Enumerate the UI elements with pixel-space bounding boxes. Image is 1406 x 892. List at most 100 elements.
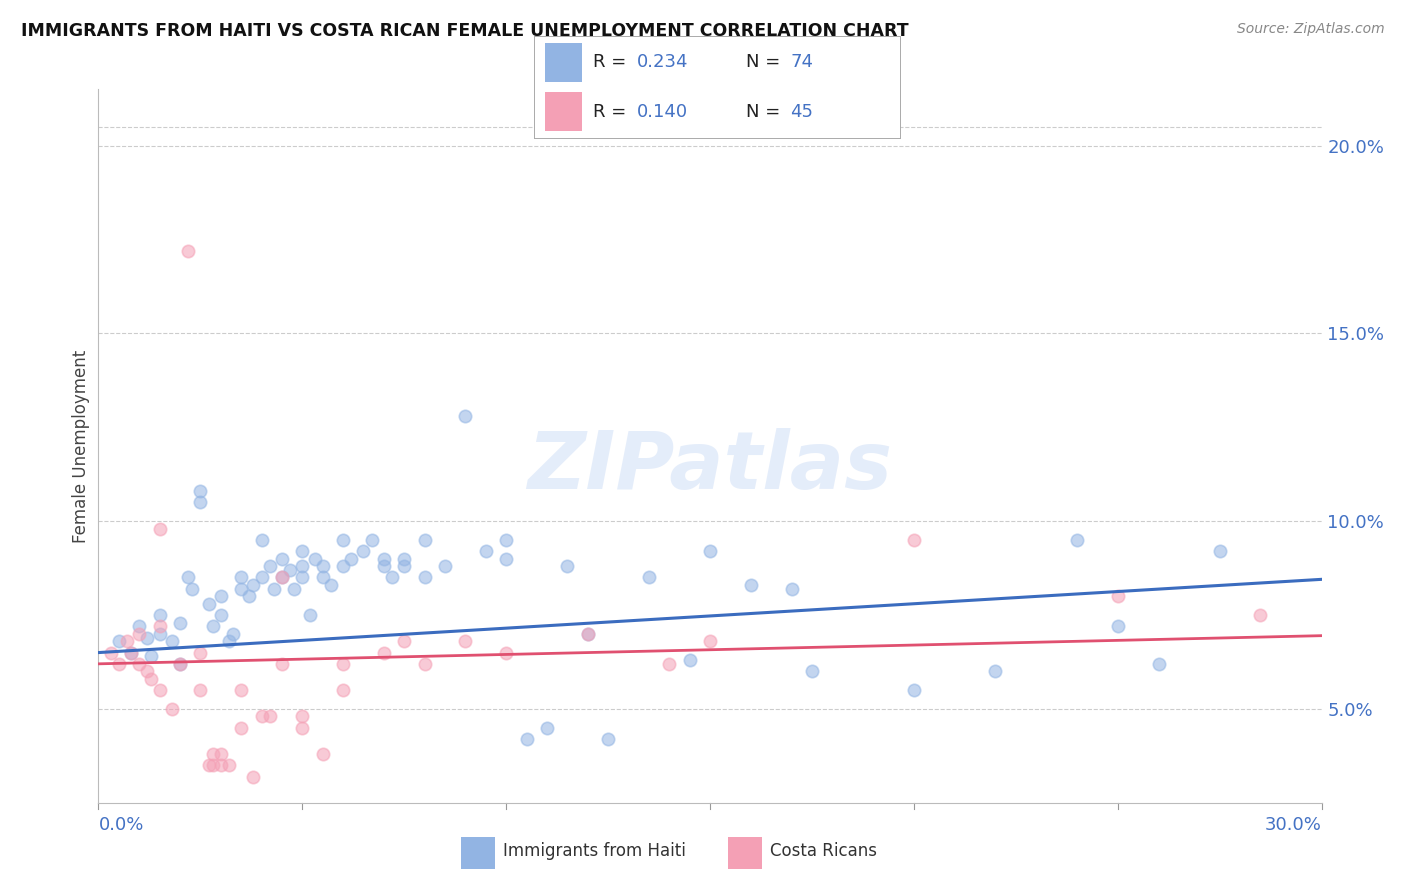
Text: 0.234: 0.234 bbox=[637, 54, 688, 71]
Point bbox=[658, 657, 681, 671]
Point bbox=[149, 683, 172, 698]
Point bbox=[128, 619, 150, 633]
Point bbox=[128, 627, 150, 641]
Point bbox=[312, 747, 335, 761]
Point bbox=[222, 627, 245, 641]
Point bbox=[108, 657, 131, 671]
Point bbox=[454, 634, 477, 648]
Point bbox=[188, 646, 212, 660]
Point bbox=[270, 570, 294, 584]
Point bbox=[780, 582, 803, 596]
Point bbox=[679, 653, 702, 667]
Text: 74: 74 bbox=[790, 54, 813, 71]
Point bbox=[169, 657, 191, 671]
Point bbox=[984, 665, 1007, 679]
Text: 0.140: 0.140 bbox=[637, 103, 688, 120]
Point bbox=[209, 747, 232, 761]
Point bbox=[291, 544, 314, 558]
Text: IMMIGRANTS FROM HAITI VS COSTA RICAN FEMALE UNEMPLOYMENT CORRELATION CHART: IMMIGRANTS FROM HAITI VS COSTA RICAN FEM… bbox=[21, 22, 908, 40]
Point bbox=[1208, 544, 1232, 558]
Point bbox=[259, 709, 281, 723]
Y-axis label: Female Unemployment: Female Unemployment bbox=[72, 350, 90, 542]
Point bbox=[201, 758, 224, 772]
Text: N =: N = bbox=[747, 103, 786, 120]
Point bbox=[120, 646, 142, 660]
Point bbox=[495, 646, 517, 660]
Point bbox=[181, 582, 204, 596]
Point bbox=[270, 570, 294, 584]
Bar bbox=[728, 837, 762, 869]
Point bbox=[250, 533, 273, 547]
Point bbox=[100, 646, 122, 660]
Point bbox=[392, 559, 416, 574]
Point bbox=[304, 551, 326, 566]
Point bbox=[149, 627, 172, 641]
Point bbox=[557, 559, 579, 574]
Point bbox=[352, 544, 374, 558]
Text: Source: ZipAtlas.com: Source: ZipAtlas.com bbox=[1237, 22, 1385, 37]
Point bbox=[108, 634, 131, 648]
Point bbox=[576, 627, 599, 641]
Point bbox=[141, 649, 163, 664]
Point bbox=[250, 709, 273, 723]
Point bbox=[149, 619, 172, 633]
Point bbox=[536, 721, 558, 735]
Point bbox=[699, 634, 721, 648]
Point bbox=[381, 570, 404, 584]
Text: Costa Ricans: Costa Ricans bbox=[770, 842, 877, 861]
Point bbox=[231, 683, 253, 698]
Point bbox=[120, 646, 142, 660]
Point bbox=[638, 570, 661, 584]
Point bbox=[299, 607, 322, 622]
Point bbox=[231, 582, 253, 596]
Point bbox=[177, 244, 200, 258]
Point bbox=[201, 747, 224, 761]
Bar bbox=[546, 92, 582, 131]
Point bbox=[373, 559, 395, 574]
Point bbox=[149, 522, 172, 536]
Point bbox=[1249, 607, 1271, 622]
Text: R =: R = bbox=[593, 103, 631, 120]
Point bbox=[576, 627, 599, 641]
Point bbox=[392, 551, 416, 566]
Point bbox=[392, 634, 416, 648]
Point bbox=[242, 770, 264, 784]
Point bbox=[699, 544, 721, 558]
Point bbox=[433, 559, 456, 574]
Point bbox=[238, 589, 260, 603]
Bar bbox=[461, 837, 495, 869]
Point bbox=[270, 657, 294, 671]
Text: 30.0%: 30.0% bbox=[1265, 816, 1322, 834]
Point bbox=[454, 409, 477, 423]
Point bbox=[332, 683, 354, 698]
Point bbox=[360, 533, 382, 547]
Point bbox=[259, 559, 281, 574]
Point bbox=[312, 559, 335, 574]
Point bbox=[1107, 589, 1129, 603]
Point bbox=[801, 665, 824, 679]
Point bbox=[197, 758, 219, 772]
Point bbox=[209, 758, 232, 772]
Point bbox=[136, 631, 159, 645]
Point bbox=[188, 484, 212, 499]
Point bbox=[903, 533, 925, 547]
Point bbox=[188, 683, 212, 698]
Point bbox=[291, 709, 314, 723]
Point bbox=[250, 570, 273, 584]
Point bbox=[188, 495, 212, 509]
Text: R =: R = bbox=[593, 54, 631, 71]
Point bbox=[291, 721, 314, 735]
Text: N =: N = bbox=[747, 54, 786, 71]
Point bbox=[903, 683, 925, 698]
Point bbox=[516, 731, 538, 746]
Point bbox=[1066, 533, 1088, 547]
Point bbox=[373, 646, 395, 660]
Point bbox=[319, 578, 342, 592]
Point bbox=[495, 533, 517, 547]
Point bbox=[209, 607, 232, 622]
Point bbox=[231, 570, 253, 584]
Point bbox=[115, 634, 138, 648]
Point bbox=[160, 702, 183, 716]
Point bbox=[209, 589, 232, 603]
Point bbox=[263, 582, 285, 596]
